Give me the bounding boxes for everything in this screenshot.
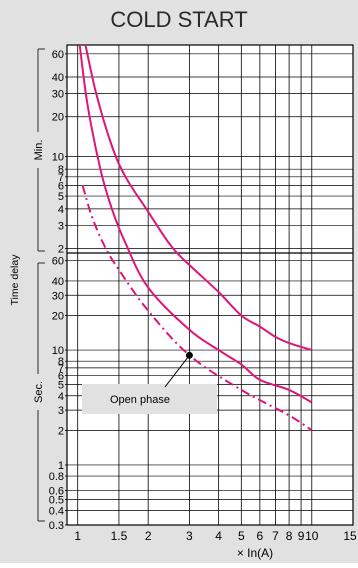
y-tick-label: 7 — [58, 363, 64, 375]
grid-lines — [67, 45, 353, 526]
x-tick-label: 9 — [298, 529, 305, 543]
y-tick-label: 60 — [52, 49, 64, 61]
y-tick-label: 10 — [52, 151, 64, 163]
open-phase-point — [185, 351, 193, 359]
trip-curve-1 — [84, 44, 313, 352]
x-tick-label: 7 — [272, 529, 279, 543]
y-axis-label: Time delay — [9, 254, 21, 306]
unit-label-minutes: Min. — [33, 140, 45, 161]
x-tick-label: 8 — [286, 529, 293, 543]
y-tick-label: 5 — [58, 191, 64, 203]
y-tick-label: 0.5 — [49, 495, 64, 507]
y-tick-label: 1 — [58, 460, 64, 472]
x-tick-label: 2 — [145, 529, 152, 543]
y-tick-label: 7 — [58, 172, 64, 184]
y-tick-label: 4 — [58, 391, 64, 403]
y-unit-labels: Min. Sec. — [33, 48, 45, 522]
y-tick-label: 20 — [52, 112, 64, 124]
y-tick-label: 2 — [58, 244, 64, 256]
x-tick-label: 15 — [343, 529, 357, 543]
y-tick-label: 3 — [58, 405, 64, 417]
y-tick-label: 5 — [58, 380, 64, 392]
annotation-label: Open phase — [110, 394, 170, 406]
x-axis-label: × In(A) — [237, 546, 273, 560]
x-tick-label: 5 — [238, 529, 245, 543]
x-tick-label: 6 — [257, 529, 264, 543]
y-tick-label: 4 — [58, 204, 64, 216]
x-tick-label: 3 — [186, 529, 193, 543]
y-tick-label: 40 — [52, 276, 64, 288]
y-tick-label: 30 — [52, 89, 64, 101]
x-tick-labels: 1 1.5 2 3 4 5 6 7 8 9 10 15 — [74, 529, 357, 543]
annotation-leader — [164, 355, 190, 388]
trip-curve-3 — [81, 185, 313, 432]
trip-curve-2 — [78, 44, 313, 404]
y-tick-label: 6 — [58, 371, 64, 383]
y-tick-label: 0.3 — [49, 520, 64, 532]
x-tick-label: 1 — [74, 529, 81, 543]
y-tick-label: 0.4 — [49, 506, 64, 518]
y-tick-label: 0.8 — [49, 471, 64, 483]
y-tick-label: 8 — [58, 164, 64, 176]
trip-curves — [78, 44, 313, 432]
y-tick-label: 6 — [58, 181, 64, 193]
y-tick-label: 20 — [52, 310, 64, 322]
y-tick-label: 8 — [58, 356, 64, 368]
x-tick-label: 1.5 — [111, 529, 128, 543]
unit-label-seconds: Sec. — [33, 381, 45, 403]
y-tick-label: 0.6 — [49, 485, 64, 497]
x-tick-label: 4 — [215, 529, 222, 543]
y-tick-labels: 604030201087654326040302010876543210.80.… — [49, 49, 67, 532]
y-tick-label: 40 — [52, 72, 64, 84]
y-tick-label: 2 — [58, 425, 64, 437]
y-tick-label: 3 — [58, 220, 64, 232]
y-tick-label: 30 — [52, 290, 64, 302]
x-tick-label: 10 — [305, 529, 319, 543]
annotations: Open phase — [82, 351, 217, 414]
y-tick-label: 60 — [52, 256, 64, 268]
y-tick-label: 10 — [52, 345, 64, 357]
annotation-box — [82, 384, 217, 414]
chart-title: COLD START — [110, 7, 247, 32]
